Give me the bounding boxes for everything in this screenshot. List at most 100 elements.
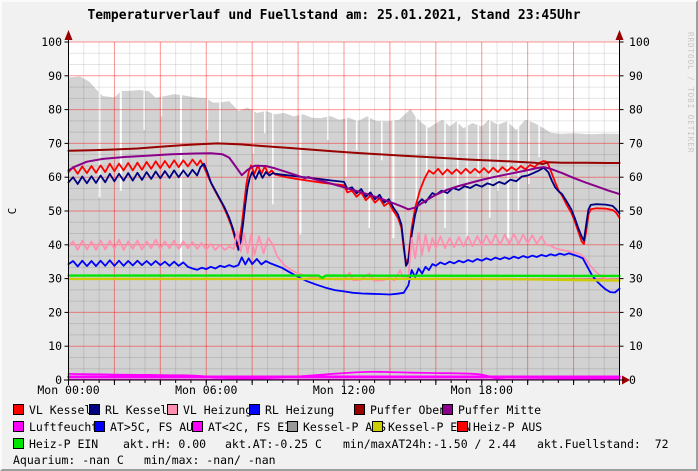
legend-color-swatch	[442, 404, 453, 415]
legend-label: VL Heizung	[183, 403, 253, 417]
area-gap	[415, 117, 418, 211]
area-gap	[98, 92, 101, 198]
legend-row-4: Aquarium: -nan C min/max: -nan/ -nan	[2, 453, 696, 468]
legend-item-heiz-p-ein: Heiz-P EIN	[13, 438, 98, 451]
area-gap	[368, 117, 370, 228]
legend-row-1: VL Kessel RL Kessel VL Heizung RL Heizung Pu…	[2, 403, 696, 418]
area-gap	[160, 96, 163, 117]
legend-label: RL Heizung	[265, 403, 335, 417]
area-gap	[345, 117, 347, 178]
area-gap	[272, 113, 274, 205]
y-tick-label-left: 70	[48, 136, 62, 150]
legend-color-swatch	[192, 421, 203, 432]
legend-color-swatch	[287, 421, 298, 432]
legend-item-rl-kessel: RL Kessel	[89, 404, 167, 417]
x-tick-label: Mon 18:00	[451, 383, 513, 397]
y-tick-label-right: 50	[629, 204, 643, 218]
area-gap	[489, 119, 491, 218]
area-gap	[327, 116, 329, 140]
legend-item-luftfeuchte: Luftfeuchte	[13, 421, 105, 434]
legend-item-vl-heizung: VL Heizung	[167, 404, 252, 417]
stat-aquarium: Aquarium: -nan C	[13, 453, 124, 467]
legend-row-2: Luftfeuchte AT>5C, FS AUS AT<2C, FS EIN Kes…	[2, 421, 696, 435]
legend-color-swatch	[13, 404, 24, 415]
legend-color-swatch	[372, 421, 383, 432]
area-gap	[264, 110, 266, 134]
area-gap	[299, 114, 302, 235]
area-gap	[392, 120, 395, 239]
series-heiz-p-ein	[67, 274, 621, 280]
area-gap	[465, 125, 468, 239]
legend-item-heiz-p-aus: Heiz-P AUS	[457, 421, 542, 434]
y-tick-label-left: 60	[48, 170, 62, 184]
rrdtool-watermark: RRDTOOL / TOBI OETIKER	[686, 32, 695, 154]
legend-color-swatch	[13, 421, 24, 432]
legend-label: Puffer Oben	[370, 403, 447, 417]
legend-item-puffer-mitte: Puffer Mitte	[442, 404, 541, 417]
y-tick-label-right: 10	[629, 339, 643, 353]
area-gap	[219, 101, 221, 144]
y-axis-arrow-right	[615, 30, 624, 40]
y-tick-label-right: 20	[629, 305, 643, 319]
y-tick-label-left: 80	[48, 103, 62, 117]
area-gap	[444, 121, 446, 228]
area-gap	[355, 120, 358, 151]
y-tick-label-left: 50	[48, 204, 62, 218]
stat-akt-fuellstand: akt.Fuellstand: 72	[537, 437, 669, 451]
area-gap	[477, 124, 480, 178]
x-tick-label: Mon 06:00	[175, 383, 237, 397]
y-tick-label-left: 90	[48, 69, 62, 83]
legend-label: Puffer Mitte	[458, 403, 542, 417]
legend-label: VL Kessel	[29, 403, 92, 417]
legend-label: Luftfeuchte	[29, 420, 106, 434]
legend-item-at-5c-fs-aus: AT>5C, FS AUS	[94, 421, 200, 434]
legend-color-swatch	[167, 404, 178, 415]
y-tick-label-right: 60	[629, 170, 643, 184]
y-tick-label-right: 40	[629, 238, 643, 252]
stat-min-max: min/max: -nan/ -nan	[144, 453, 276, 467]
legend-label: RL Kessel	[105, 403, 168, 417]
series-rl-kessel	[67, 162, 621, 267]
stat-akt-rh: akt.rH: 0.00	[123, 437, 207, 451]
y-tick-label-right: 90	[629, 69, 643, 83]
x-axis-arrow	[622, 375, 630, 385]
x-tick-label: Mon 00:00	[37, 383, 99, 397]
legend-color-swatch	[457, 421, 468, 432]
legend-color-swatch	[249, 404, 260, 415]
area-gap	[206, 98, 209, 130]
y-tick-label-right: 0	[629, 373, 636, 387]
legend-color-swatch	[89, 404, 100, 415]
y-axis-title: C	[6, 208, 19, 215]
y-tick-label-right: 100	[629, 35, 650, 49]
area-gap	[180, 94, 182, 262]
legend-color-swatch	[354, 404, 365, 415]
area-gap	[143, 90, 145, 130]
legend-label: AT>5C, FS AUS	[110, 420, 201, 434]
y-tick-label-left: 20	[48, 305, 62, 319]
stat-min-maxat24h: min/maxAT24h:-1.50 / 2.44	[343, 437, 517, 451]
legend-color-swatch	[94, 421, 105, 432]
y-tick-label-left: 10	[48, 339, 62, 353]
y-tick-label-right: 70	[629, 136, 643, 150]
stat-akt-at: akt.AT:-0.25 C	[225, 437, 322, 451]
legend-item-vl-kessel: VL Kessel	[13, 404, 91, 417]
y-tick-label-left: 100	[41, 35, 62, 49]
y-tick-label-left: 0	[55, 373, 62, 387]
area-gap	[497, 124, 499, 191]
y-tick-label-right: 30	[629, 272, 643, 286]
graph-title: Temperaturverlauf und Fuellstand am: 25.…	[87, 8, 581, 23]
y-tick-label-left: 40	[48, 238, 62, 252]
y-tick-label-right: 80	[629, 103, 643, 117]
legend-item-rl-heizung: RL Heizung	[249, 404, 334, 417]
series-kessel-p-ein	[67, 277, 621, 282]
legend-label: Heiz-P AUS	[473, 420, 543, 434]
legend-color-swatch	[13, 438, 24, 449]
y-tick-label-left: 30	[48, 272, 62, 286]
y-axis-arrow-left	[64, 30, 73, 40]
area-gap	[252, 110, 255, 154]
legend-label: Heiz-P EIN	[29, 437, 99, 451]
x-tick-label: Mon 12:00	[313, 383, 375, 397]
area-gap	[456, 122, 459, 191]
area-gap	[528, 120, 530, 184]
